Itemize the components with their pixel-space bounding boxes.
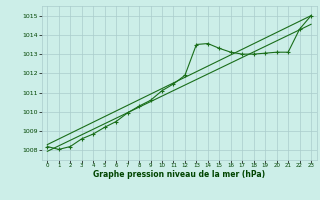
X-axis label: Graphe pression niveau de la mer (hPa): Graphe pression niveau de la mer (hPa) — [93, 170, 265, 179]
